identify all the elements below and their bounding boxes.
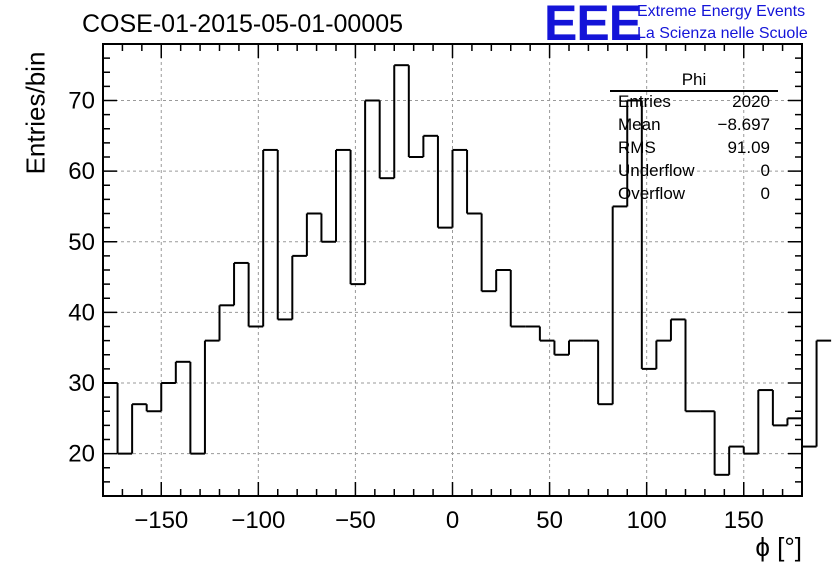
- x-axis-label: ϕ [°]: [755, 532, 802, 562]
- y-tick-label: 50: [68, 229, 95, 256]
- stats-box: Phi Entries 2020 Mean −8.697 RMS 91.09 U…: [610, 68, 778, 208]
- stats-box-rule: [610, 90, 778, 92]
- x-tick-label: −100: [231, 507, 285, 534]
- stats-row-rms: RMS 91.09: [618, 138, 770, 160]
- x-tick-label: 0: [446, 507, 459, 534]
- x-tick-label: −50: [335, 507, 376, 534]
- plot-title: COSE-01-2015-05-01-00005: [82, 10, 404, 38]
- x-tick-label: −150: [134, 507, 188, 534]
- y-tick-label: 40: [68, 299, 95, 326]
- logo-line-1: Extreme Energy Events: [637, 3, 806, 20]
- y-axis-label: Entries/bin: [20, 51, 51, 175]
- stats-row-underflow: Underflow 0: [618, 161, 770, 183]
- stats-value: 0: [760, 184, 770, 203]
- eee-logo: EEE: [544, 0, 642, 51]
- stats-box-name: Phi: [681, 70, 707, 89]
- stats-value: 2020: [732, 92, 770, 111]
- x-tick-label: 50: [536, 507, 563, 534]
- y-tick-label: 70: [68, 88, 95, 115]
- stats-row-overflow: Overflow 0: [618, 184, 770, 206]
- stats-value: −8.697: [717, 115, 770, 134]
- stats-row-entries: Entries 2020: [618, 92, 770, 114]
- stats-value: 0: [760, 161, 770, 180]
- stats-value: 91.09: [727, 138, 770, 157]
- stats-row-mean: Mean −8.697: [618, 115, 770, 137]
- stats-label: Overflow: [618, 184, 686, 203]
- x-tick-label: 150: [724, 507, 764, 534]
- stats-label: Entries: [618, 92, 671, 111]
- y-tick-label: 60: [68, 158, 95, 185]
- stats-label: Underflow: [618, 161, 695, 180]
- y-tick-label: 30: [68, 370, 95, 397]
- logo-line-2: La Scienza nelle Scuole: [637, 25, 808, 42]
- stats-label: RMS: [618, 138, 656, 157]
- stats-label: Mean: [618, 115, 661, 134]
- y-tick-label: 20: [68, 441, 95, 468]
- x-tick-label: 100: [627, 507, 667, 534]
- axes: −150 −100 −50 0 50 100 150 20 30 40 50 60 70: [68, 43, 803, 534]
